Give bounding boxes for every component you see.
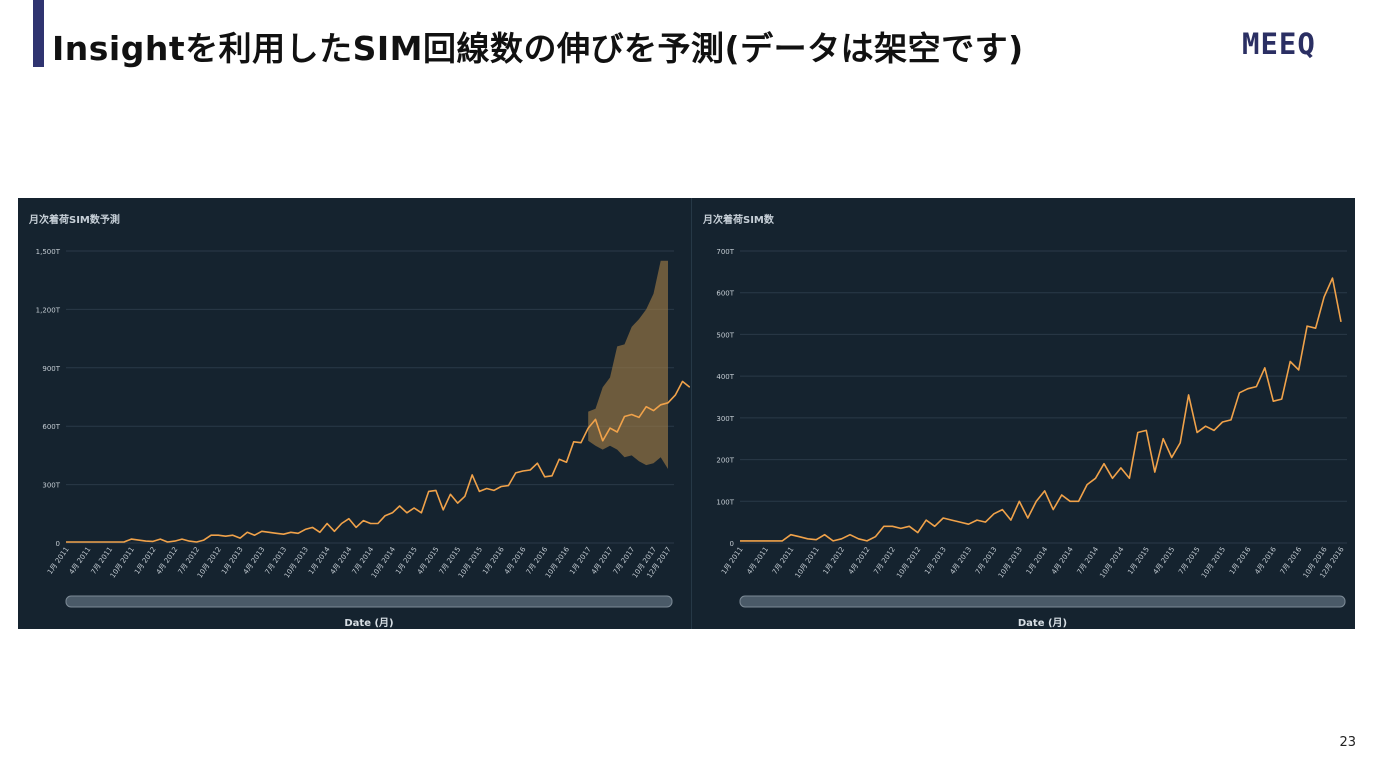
y-tick-label: 1,500T [36,248,61,256]
x-range-scrollbar [739,595,1346,608]
meeq-logo: MEEQ [1242,27,1316,61]
x-tick-label: 1月 2015 [1126,546,1151,576]
y-tick-label: 300T [42,482,60,490]
forecast-confidence-band [588,260,668,469]
y-tick-label: 100T [716,498,734,506]
title-accent-bar [33,0,44,67]
x-tick-label: 7月 2012 [872,546,897,576]
y-tick-label: 600T [716,290,734,298]
y-tick-label: 600T [42,423,60,431]
x-tick-label: 7月 2016 [1279,545,1304,576]
x-axis-label: Date (月) [344,617,393,629]
dashboard: 月次着荷SIM数予測 0 300T 600T 900T 1,200T 1,500T 1月 2… [18,198,1355,629]
x-tick-label: 10月 2013 [997,546,1024,580]
y-tick-label: 500T [716,331,734,339]
forecast-panel: 月次着荷SIM数予測 0 300T 600T 900T 1,200T 1,500T 1月 2… [18,198,690,629]
x-tick-label: 1月 2012 [822,546,847,576]
y-tick-label: 0 [730,540,734,548]
x-tick-label: 10月 2012 [895,546,922,580]
data-line-series [740,277,1342,542]
x-tick-label: 10月 2014 [1098,545,1125,579]
y-tick-label: 0 [56,540,60,548]
x-tick-label: 7月 2015 [1177,546,1202,576]
forecast-chart-title: 月次着荷SIM数予測 [29,215,120,226]
x-tick-label: 7月 2011 [771,546,796,576]
x-tick-label: 10月 2011 [794,546,821,580]
page-number: 23 [1339,735,1356,750]
x-range-scrollbar [65,595,673,608]
x-tick-label: 1月 2014 [1025,545,1050,576]
x-tick-label: 10月 2015 [1200,546,1227,580]
y-tick-label: 1,200T [36,306,61,314]
y-tick-label: 200T [716,457,734,465]
x-tick-label: 7月 2014 [1076,545,1101,576]
x-tick-label: 4月 2016 [1253,545,1278,576]
x-axis-label: Date (月) [1018,617,1067,629]
x-tick-label: 4月 2011 [745,546,770,576]
actual-chart-title: 月次着荷SIM数 [703,215,774,226]
x-tick-label: 1月 2011 [720,546,745,576]
actual-panel: 月次着荷SIM数 0 100T 200T 300T 400T 500T 600T 700T 1月… [691,198,1356,629]
x-tick-label: 4月 2013 [949,546,974,576]
slide-title: Insightを利用したSIM回線数の伸びを予測(データは架空です) [52,29,1024,68]
x-tick-label: 4月 2012 [847,546,872,576]
x-tick-label: 1月 2016 [1228,545,1253,576]
y-tick-label: 900T [42,365,60,373]
x-tick-label: 4月 2014 [1050,545,1075,576]
x-tick-label: 1月 2013 [923,546,948,576]
x-tick-label: 7月 2013 [974,546,999,576]
y-tick-label: 300T [716,415,734,423]
data-line-series [66,380,690,543]
x-tick-label: 4月 2015 [1152,546,1177,576]
y-tick-label: 700T [716,248,734,256]
y-tick-label: 400T [716,373,734,381]
